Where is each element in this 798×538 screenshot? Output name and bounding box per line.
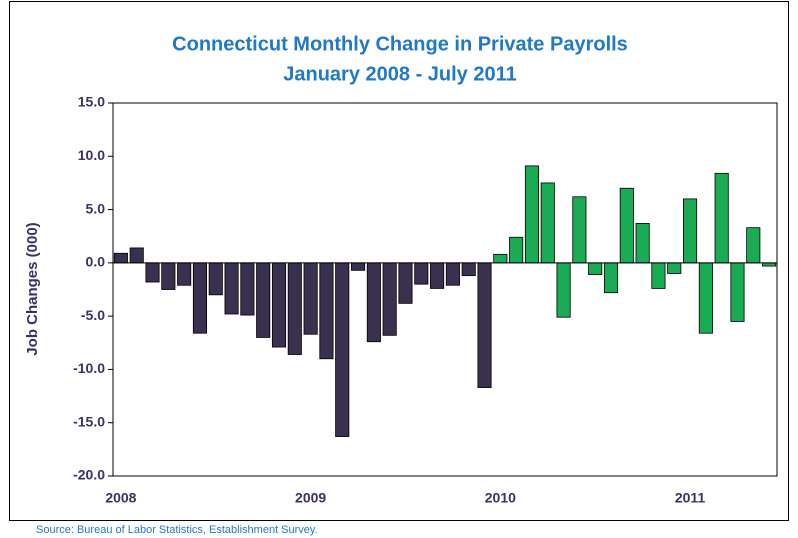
bar — [224, 262, 239, 315]
bar — [556, 262, 571, 318]
bar — [129, 247, 144, 264]
bar — [619, 187, 634, 264]
bar — [382, 262, 397, 336]
bar — [414, 262, 429, 285]
bar — [635, 223, 650, 264]
bar — [461, 262, 476, 277]
x-tick-label: 2011 — [675, 490, 706, 506]
x-tick-label: 2009 — [295, 490, 326, 506]
y-tick-label: 15.0 — [78, 94, 105, 110]
bar — [335, 262, 350, 437]
chart-subtitle: January 2008 - July 2011 — [283, 63, 517, 85]
bar — [509, 236, 524, 264]
bar — [319, 262, 334, 360]
bar — [145, 262, 160, 283]
plot-frame — [112, 102, 778, 477]
bar — [540, 182, 555, 264]
bar — [698, 262, 713, 334]
chart-title: Connecticut Monthly Change in Private Pa… — [172, 33, 628, 55]
bar — [398, 262, 413, 304]
bar — [651, 262, 666, 289]
y-tick-label: -20.0 — [73, 467, 105, 483]
bar — [493, 253, 508, 264]
bar — [240, 262, 255, 316]
bar — [603, 262, 619, 294]
bar — [113, 252, 128, 264]
y-tick-label: 10.0 — [78, 147, 105, 163]
bar — [714, 172, 729, 264]
x-tick-label: 2010 — [485, 490, 516, 506]
y-tick-label: -10.0 — [73, 360, 105, 376]
bar — [445, 262, 460, 286]
y-tick-label: -5.0 — [81, 307, 105, 323]
bar — [430, 262, 445, 289]
bar — [192, 262, 207, 334]
bar — [287, 262, 302, 355]
x-tick-label: 2008 — [105, 490, 136, 506]
bar — [588, 262, 603, 275]
y-tick-label: 0.0 — [86, 254, 106, 270]
bar — [524, 165, 539, 264]
bar — [366, 262, 381, 343]
y-tick-label: 5.0 — [86, 200, 106, 216]
source-note: Source: Bureau of Labor Statistics, Esta… — [36, 524, 318, 536]
bar — [572, 196, 587, 264]
bar — [477, 262, 492, 388]
bar — [271, 262, 287, 348]
bar — [208, 262, 223, 296]
y-tick-label: -15.0 — [73, 413, 105, 429]
bar — [303, 262, 318, 335]
bar — [667, 262, 682, 274]
bar — [161, 262, 176, 290]
bar — [351, 262, 366, 271]
bar — [177, 262, 192, 286]
bar — [683, 198, 698, 264]
bar — [256, 262, 271, 338]
bar — [746, 227, 761, 264]
y-axis-label: Job Changes (000) — [24, 222, 41, 355]
bar — [730, 262, 745, 322]
